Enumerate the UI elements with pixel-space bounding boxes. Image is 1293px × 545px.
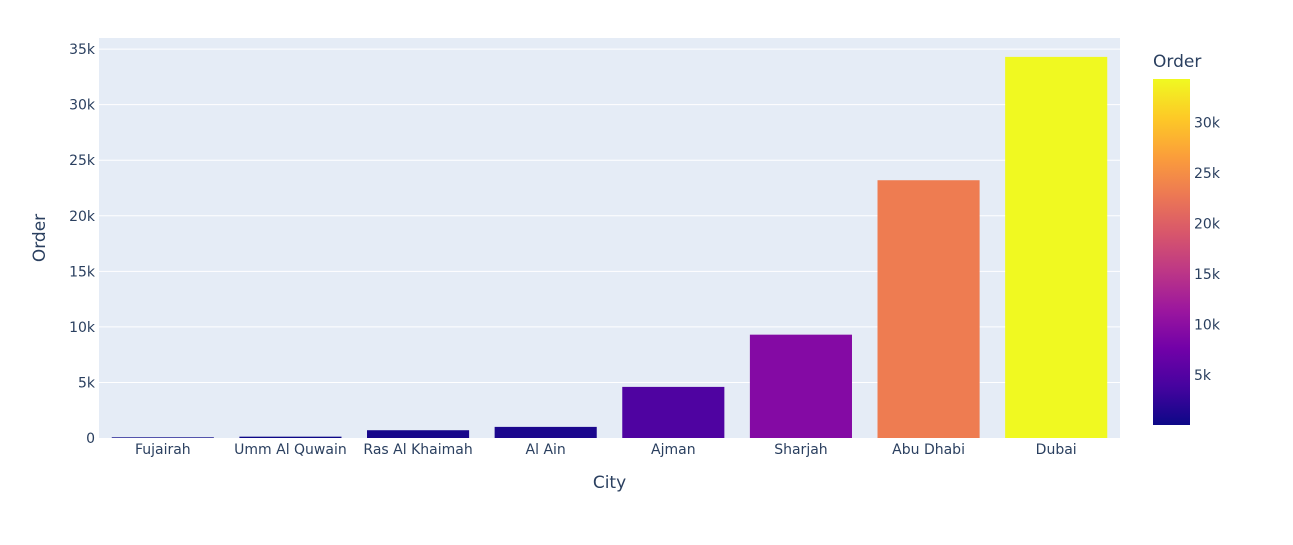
- x-tick-label: Umm Al Quwain: [234, 442, 347, 458]
- x-tick-label: Ajman: [651, 442, 696, 458]
- x-tick-label: Sharjah: [774, 442, 827, 458]
- y-tick-label: 10k: [69, 320, 96, 336]
- y-axis-title: Order: [30, 214, 50, 262]
- y-tick-labels: 0 5k 10k 15k 20k 25k 30k 35k: [69, 42, 96, 447]
- bar: [494, 426, 597, 438]
- x-axis-title: City: [593, 473, 626, 493]
- bars: [111, 56, 1108, 439]
- y-tick-label: 30k: [69, 98, 96, 114]
- colorbar-tick-label: 10k: [1194, 318, 1221, 334]
- y-tick-label: 20k: [69, 209, 96, 225]
- y-tick-label: 0: [86, 431, 95, 447]
- colorbar-tick-labels: 5k 10k 15k 20k 25k 30k: [1194, 115, 1221, 384]
- colorbar: [1153, 79, 1190, 425]
- colorbar-tick-label: 20k: [1194, 217, 1221, 233]
- bar: [749, 334, 852, 438]
- y-tick-label: 15k: [69, 264, 96, 280]
- y-gridlines: [99, 48, 1120, 383]
- y-tick-label: 5k: [78, 375, 96, 391]
- colorbar-tick-label: 30k: [1194, 115, 1221, 131]
- colorbar-tick-label: 5k: [1194, 368, 1212, 384]
- colorbar-title: Order: [1153, 52, 1201, 72]
- x-tick-label: Ras Al Khaimah: [363, 442, 472, 458]
- bar: [1005, 56, 1108, 439]
- bar: [877, 180, 980, 438]
- colorbar-tick-label: 15k: [1194, 267, 1221, 283]
- x-tick-labels: Fujairah Umm Al Quwain Ras Al Khaimah Al Ai…: [135, 442, 1077, 458]
- x-tick-label: Al Ain: [526, 442, 566, 458]
- x-tick-label: Abu Dhabi: [892, 442, 965, 458]
- bar: [111, 437, 214, 438]
- y-tick-label: 35k: [69, 42, 96, 58]
- y-tick-label: 25k: [69, 153, 96, 169]
- colorbar-tick-label: 25k: [1194, 166, 1221, 182]
- bar: [367, 430, 470, 438]
- bar: [239, 436, 342, 438]
- bar: [622, 386, 725, 438]
- x-tick-label: Dubai: [1036, 442, 1077, 458]
- x-tick-label: Fujairah: [135, 442, 191, 458]
